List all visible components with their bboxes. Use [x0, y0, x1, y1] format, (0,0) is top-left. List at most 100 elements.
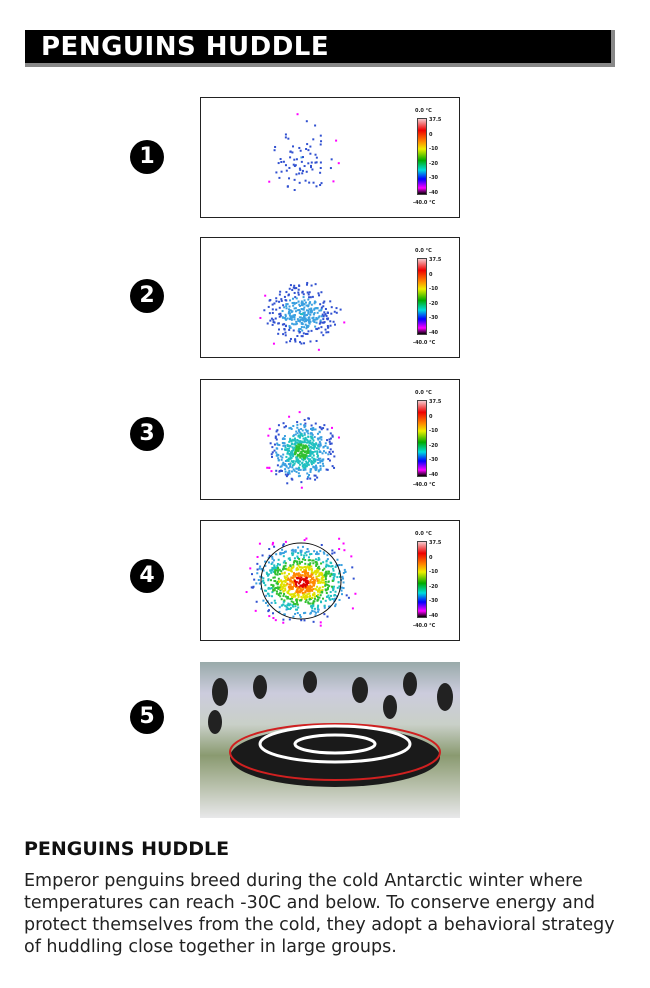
thermal-point: [315, 595, 318, 598]
thermal-point: [308, 181, 311, 184]
thermal-point: [295, 456, 298, 459]
thermal-point: [312, 428, 315, 431]
thermal-point: [293, 439, 296, 442]
thermal-point: [289, 579, 292, 582]
thermal-point: [293, 578, 296, 581]
thermal-point: [338, 564, 341, 567]
thermal-point: [306, 565, 309, 568]
thermal-point: [282, 580, 285, 583]
thermal-point: [308, 296, 311, 299]
thermal-point: [272, 342, 275, 345]
thermal-point: [299, 313, 302, 316]
thermal-point: [269, 319, 272, 322]
thermal-point: [289, 457, 292, 460]
thermal-point: [277, 594, 280, 597]
thermal-point: [276, 571, 279, 574]
thermal-point: [297, 606, 300, 609]
thermal-plot-3: 0.0 °C 37.5 0 -10 -20 -30 -40 -40.0 °C: [200, 379, 460, 500]
thermal-point: [342, 571, 345, 574]
thermal-point: [298, 560, 301, 563]
thermal-point: [305, 314, 308, 317]
thermal-point: [322, 446, 325, 449]
thermal-point: [299, 447, 302, 450]
thermal-point: [278, 568, 281, 571]
thermal-point: [312, 444, 315, 447]
thermal-point: [331, 565, 334, 568]
thermal-point: [337, 581, 340, 584]
thermal-point: [316, 606, 319, 609]
thermal-point: [316, 317, 319, 320]
thermal-point: [275, 297, 278, 300]
thermal-point: [295, 430, 298, 433]
thermal-point: [295, 460, 298, 463]
thermal-point: [322, 321, 325, 324]
thermal-point: [273, 302, 276, 305]
thermal-point: [315, 466, 318, 469]
thermal-point: [298, 599, 301, 602]
thermal-point: [275, 586, 278, 589]
thermal-point: [283, 437, 286, 440]
thermal-point: [296, 421, 299, 424]
thermal-point: [303, 312, 306, 315]
thermal-point: [304, 611, 307, 614]
thermal-point: [296, 566, 299, 569]
thermal-point: [295, 585, 298, 588]
thermal-point: [299, 584, 302, 587]
thermal-point: [265, 594, 268, 597]
thermal-point: [290, 600, 293, 603]
thermal-point: [304, 332, 307, 335]
thermal-point: [308, 588, 311, 591]
thermal-point: [300, 442, 303, 445]
thermal-point: [311, 577, 314, 580]
thermal-point: [313, 302, 316, 305]
thermal-point: [299, 168, 302, 171]
thermal-point: [322, 315, 325, 318]
thermal-point: [264, 584, 267, 587]
thermal-point: [290, 585, 293, 588]
colorbar-gradient: [417, 258, 427, 335]
colorbar-tick: 0: [429, 271, 433, 278]
thermal-point: [293, 178, 296, 181]
thermal-point: [284, 581, 287, 584]
thermal-point: [340, 586, 343, 589]
thermal-point: [289, 340, 292, 343]
thermal-point: [314, 467, 317, 470]
thermal-point: [319, 468, 322, 471]
thermal-point: [307, 457, 310, 460]
thermal-point: [287, 459, 290, 462]
thermal-point: [324, 444, 327, 447]
thermal-point: [301, 429, 304, 432]
thermal-point: [272, 612, 275, 615]
thermal-point: [318, 587, 321, 590]
thermal-point: [322, 579, 325, 582]
thermal-point: [336, 576, 339, 579]
thermal-point: [287, 566, 290, 569]
thermal-point: [286, 473, 289, 476]
thermal-point: [270, 587, 273, 590]
thermal-point: [307, 317, 310, 320]
thermal-point: [308, 568, 311, 571]
thermal-point: [303, 441, 306, 444]
thermal-point: [274, 317, 277, 320]
thermal-point: [291, 581, 294, 584]
thermal-point: [300, 455, 303, 458]
thermal-point: [298, 411, 301, 414]
thermal-point: [345, 594, 348, 597]
thermal-point: [307, 320, 310, 323]
thermal-point: [320, 436, 323, 439]
thermal-point: [314, 579, 317, 582]
thermal-point: [270, 562, 273, 565]
thermal-point: [251, 586, 254, 589]
thermal-point: [267, 609, 270, 612]
thermal-point: [266, 592, 269, 595]
thermal-point: [303, 595, 306, 598]
thermal-point: [319, 586, 322, 589]
thermal-point: [312, 454, 315, 457]
thermal-point: [298, 146, 301, 149]
thermal-point: [287, 444, 290, 447]
thermal-point: [313, 610, 316, 613]
thermal-point: [302, 308, 305, 311]
thermal-point: [294, 338, 297, 341]
thermal-point: [298, 312, 301, 315]
thermal-point: [310, 166, 313, 169]
